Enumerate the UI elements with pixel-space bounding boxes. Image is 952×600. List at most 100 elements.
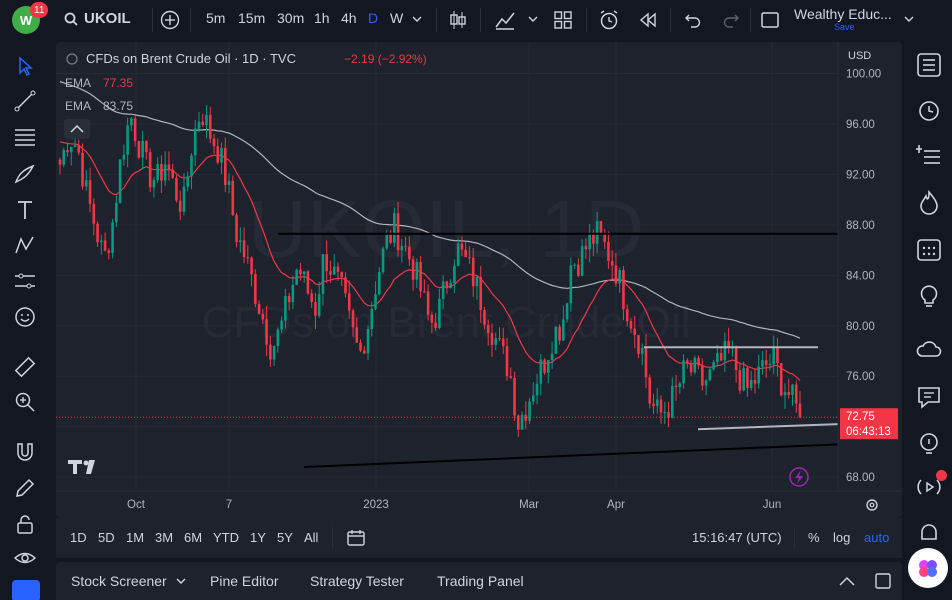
interval-15m[interactable]: 15m — [238, 10, 266, 26]
calendar-icon[interactable] — [916, 236, 942, 262]
flash-icon[interactable] — [789, 467, 809, 487]
range-all[interactable]: All — [304, 530, 319, 545]
candle-body — [592, 233, 595, 244]
watchlist-icon[interactable] — [916, 52, 942, 78]
candles-icon[interactable] — [448, 9, 468, 31]
measure-icon[interactable] — [13, 269, 37, 293]
chart-pane[interactable]: UKOIL, 1D CFDs on Brent Crude Oil USD 10… — [56, 42, 902, 518]
account-name[interactable]: Wealthy Educ... — [794, 6, 892, 22]
candle-body — [118, 159, 122, 203]
candle-body — [329, 271, 332, 275]
alarm-clock-icon[interactable] — [916, 97, 942, 123]
undo-icon[interactable] — [684, 11, 702, 29]
candle-body — [385, 234, 389, 249]
chevron-down-icon[interactable] — [904, 15, 914, 23]
chat-icon[interactable] — [916, 384, 942, 410]
bar-countdown: 06:43:13 — [846, 426, 891, 438]
fire-icon[interactable] — [916, 190, 942, 216]
notification-dot — [936, 470, 947, 481]
symbol-search[interactable]: UKOIL — [64, 10, 131, 27]
zoom-icon[interactable] — [13, 390, 37, 414]
auto-toggle[interactable]: auto — [864, 530, 890, 545]
interval-30m[interactable]: 30m — [277, 10, 305, 26]
assistant-button[interactable] — [908, 548, 948, 588]
chevron-up-icon[interactable] — [838, 575, 856, 587]
tab-trading-panel[interactable]: Trading Panel — [437, 573, 524, 589]
date-range-icon[interactable] — [346, 528, 366, 548]
time-axis[interactable]: Oct 7 2023 Mar Apr Jun — [127, 499, 781, 511]
percent-toggle[interactable]: % — [808, 530, 820, 545]
gear-icon[interactable] — [866, 499, 878, 511]
chevron-down-icon[interactable] — [412, 15, 422, 23]
save-label[interactable]: Save — [834, 22, 855, 32]
layouts-icon[interactable] — [553, 10, 573, 30]
drawings[interactable] — [278, 232, 839, 469]
range-1d[interactable]: 1D — [70, 530, 87, 545]
market-status-dot — [66, 53, 78, 65]
bell-icon[interactable] — [916, 520, 942, 546]
currency-label[interactable]: USD — [848, 50, 871, 62]
range-1y[interactable]: 1Y — [250, 530, 266, 545]
live-stream-icon[interactable] — [916, 474, 942, 500]
interval-4h[interactable]: 4h — [341, 10, 357, 26]
range-3m[interactable]: 3M — [155, 530, 174, 545]
interval-5m[interactable]: 5m — [206, 10, 226, 26]
chevron-down-icon[interactable] — [528, 15, 538, 23]
maximize-icon[interactable] — [874, 572, 892, 590]
interval-w[interactable]: W — [390, 10, 404, 26]
pattern-icon[interactable] — [13, 233, 37, 257]
ruler-icon[interactable] — [13, 355, 37, 379]
candle-body — [667, 412, 670, 418]
legend-title[interactable]: CFDs on Brent Crude Oil · 1D · TVC — [86, 51, 296, 66]
clock[interactable]: 15:16:47 (UTC) — [692, 530, 782, 545]
fib-icon[interactable] — [13, 125, 37, 149]
eye-icon[interactable] — [13, 546, 37, 570]
range-1m[interactable]: 1M — [126, 530, 145, 545]
trend-line-support[interactable] — [303, 443, 839, 469]
brush-icon[interactable] — [13, 162, 37, 186]
idea-icon[interactable] — [916, 283, 942, 309]
range-6m[interactable]: 6M — [184, 530, 203, 545]
tab-strategy-tester[interactable]: Strategy Tester — [310, 573, 404, 589]
pencil-lock-icon[interactable] — [13, 476, 37, 500]
trend-line-range-support[interactable] — [697, 423, 839, 431]
price-chart[interactable]: UKOIL, 1D CFDs on Brent Crude Oil USD 10… — [56, 42, 902, 518]
ema2-label[interactable]: EMA — [65, 99, 91, 113]
range-5y[interactable]: 5Y — [277, 530, 293, 545]
interval-d[interactable]: D — [368, 10, 379, 26]
add-symbol-icon[interactable] — [160, 10, 180, 30]
cloud-chat-icon[interactable] — [916, 337, 942, 363]
cursor-icon[interactable] — [13, 54, 37, 78]
candle-body — [400, 246, 404, 251]
alert-icon[interactable] — [598, 9, 620, 31]
candle-body — [513, 377, 516, 416]
magnet-icon[interactable] — [13, 440, 37, 464]
lock-icon[interactable] — [13, 512, 37, 536]
redo-icon[interactable] — [722, 11, 740, 29]
collapse-legend-button[interactable] — [64, 119, 90, 139]
interval-1h[interactable]: 1h — [314, 10, 330, 26]
candle-body — [494, 338, 498, 345]
candle-body — [381, 248, 385, 273]
log-toggle[interactable]: log — [833, 530, 851, 545]
fullscreen-icon[interactable] — [760, 10, 780, 30]
range-ytd[interactable]: YTD — [213, 530, 239, 545]
smile-icon[interactable] — [13, 305, 37, 329]
replay-icon[interactable] — [638, 11, 658, 29]
add-list-icon[interactable] — [916, 144, 942, 170]
text-icon[interactable] — [13, 198, 37, 222]
candle-body — [652, 403, 655, 407]
tradingview-logo[interactable] — [68, 460, 95, 474]
candle-body — [336, 266, 340, 273]
tab-pine-editor[interactable]: Pine Editor — [210, 573, 279, 589]
trend-line-icon[interactable] — [13, 89, 37, 113]
candle-body — [456, 243, 460, 266]
tab-stock-screener[interactable]: Stock Screener — [71, 573, 167, 589]
price-tick-label: 88.00 — [846, 220, 875, 232]
ema1-label[interactable]: EMA — [65, 76, 91, 90]
indicators-icon[interactable] — [494, 9, 516, 31]
chevron-down-icon[interactable] — [176, 577, 186, 585]
range-5d[interactable]: 5D — [98, 530, 115, 545]
link-button[interactable] — [12, 580, 40, 600]
help-bulb-icon[interactable] — [916, 430, 942, 456]
